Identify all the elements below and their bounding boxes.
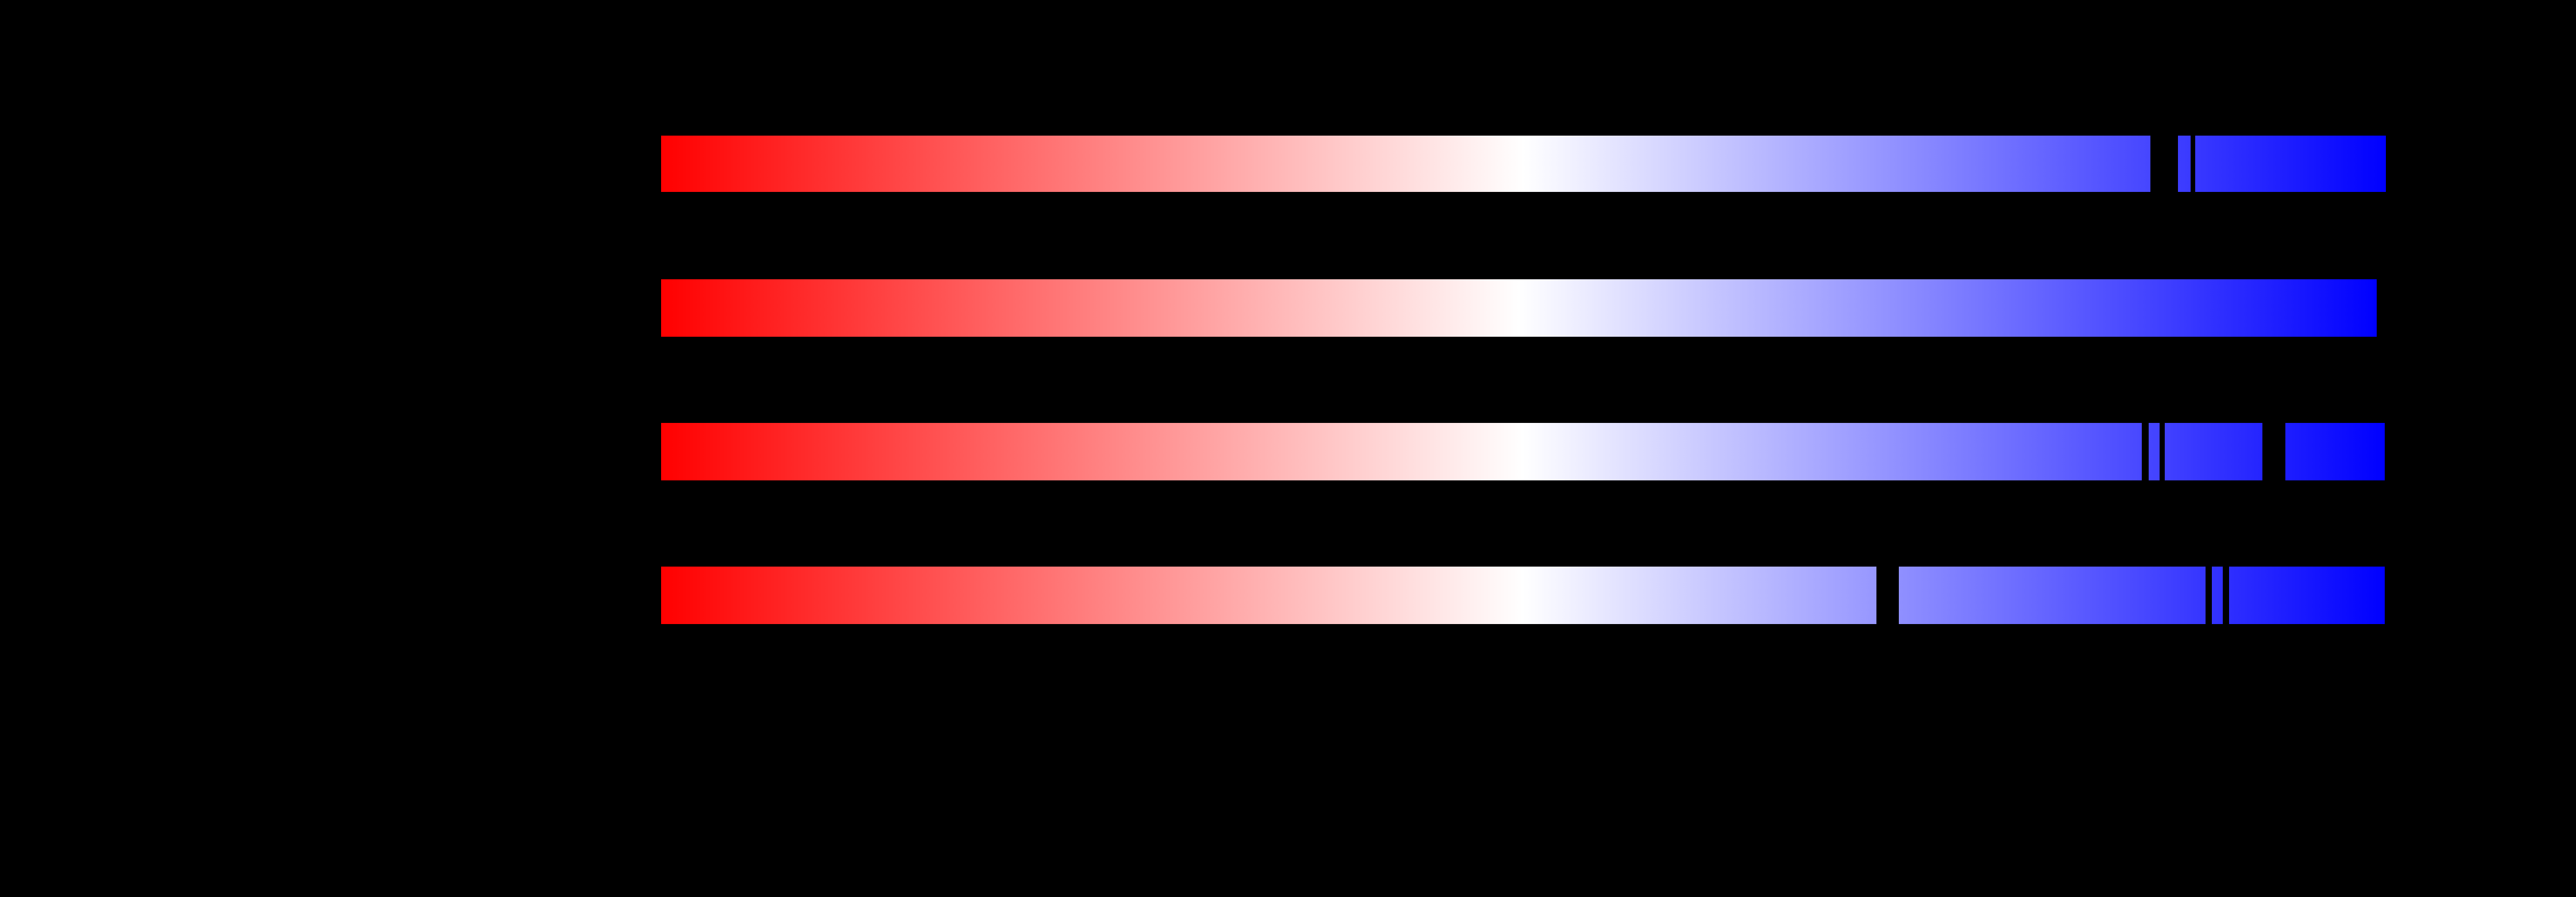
bar-gap	[2191, 136, 2195, 192]
bar-gap	[2160, 423, 2165, 480]
bar-gap	[2206, 567, 2212, 624]
bar-gap	[2223, 567, 2229, 624]
bar-gap	[1876, 567, 1899, 624]
gradient-bar-row-2	[661, 279, 2377, 337]
gradient-bar-row-1	[661, 136, 2386, 192]
bar-gap	[2150, 136, 2178, 192]
bar-gap	[2142, 423, 2149, 480]
gradient-bar-row-4	[661, 567, 2385, 624]
bar-gap	[2262, 423, 2285, 480]
gradient-bar-row-3	[661, 423, 2385, 480]
